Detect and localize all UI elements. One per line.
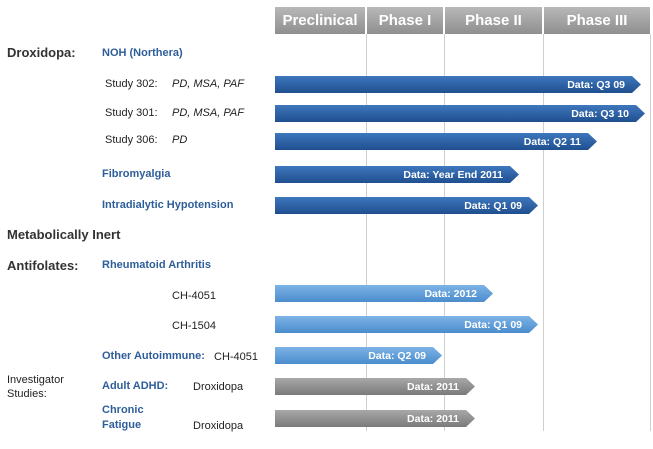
indication-other-autoimmune: Other Autoimmune: — [102, 350, 205, 362]
droxidopa-cf-label: Droxidopa — [193, 420, 244, 432]
bar-study-302: Data: Q3 09 — [275, 76, 641, 93]
indication-adult-adhd: Adult ADHD: — [102, 380, 169, 392]
category-investigator-line1: Investigator — [7, 374, 64, 386]
bar-ch-1504: Data: Q1 09 — [275, 316, 538, 333]
bar-chronic-fatigue: Data: 2011 — [275, 410, 475, 427]
ch-4051-other-label: CH-4051 — [214, 351, 259, 363]
bar-label: Data: Q3 10 — [571, 107, 629, 120]
phase-divider — [650, 34, 651, 431]
phase-header-phase-1: Phase I — [367, 7, 443, 34]
bar-label: Data: 2012 — [424, 287, 477, 300]
droxidopa-adhd-label: Droxidopa — [193, 381, 244, 393]
bar-ch-4051-other: Data: Q2 09 — [275, 347, 442, 364]
indication-fatigue: Fatigue — [102, 419, 142, 431]
phase-divider — [366, 34, 367, 431]
study-301-population: PD, MSA, PAF — [172, 107, 244, 119]
bar-adult-adhd: Data: 2011 — [275, 378, 475, 395]
study-306-population: PD — [172, 134, 188, 146]
bar-label: Data: Year End 2011 — [403, 168, 503, 181]
bar-label: Data: Q1 09 — [464, 318, 522, 331]
phase-header-preclinical: Preclinical — [275, 7, 365, 34]
bar-label: Data: Q1 09 — [464, 199, 522, 212]
bar-fibromyalgia: Data: Year End 2011 — [275, 166, 519, 183]
study-302-label: Study 302: — [105, 78, 158, 90]
phase-header-phase-3: Phase III — [544, 7, 650, 34]
indication-rheumatoid-arthritis: Rheumatoid Arthritis — [102, 259, 211, 271]
bar-label: Data: Q2 11 — [523, 135, 581, 148]
phase-header-phase-2: Phase II — [445, 7, 542, 34]
bar-ch-4051-ra: Data: 2012 — [275, 285, 493, 302]
phase-divider — [444, 34, 445, 431]
indication-chronic: Chronic — [102, 404, 144, 416]
indication-fibromyalgia: Fibromyalgia — [102, 168, 171, 180]
study-302-population: PD, MSA, PAF — [172, 78, 244, 90]
bar-study-301: Data: Q3 10 — [275, 105, 645, 122]
category-droxidopa: Droxidopa: — [7, 45, 76, 60]
bar-label: Data: Q3 09 — [567, 78, 625, 91]
category-antifolates: Antifolates: — [7, 258, 79, 273]
indication-intradialytic-hypotension: Intradialytic Hypotension — [102, 199, 234, 211]
bar-intradialytic-hypotension: Data: Q1 09 — [275, 197, 538, 214]
bar-study-306: Data: Q2 11 — [275, 133, 597, 150]
indication-noh: NOH (Northera) — [102, 47, 183, 59]
bar-label: Data: 2011 — [407, 412, 459, 425]
study-301-label: Study 301: — [105, 107, 158, 119]
ch-1504-label: CH-1504 — [172, 320, 217, 332]
category-investigator-line2: Studies: — [7, 388, 47, 400]
bar-label: Data: 2011 — [407, 380, 459, 393]
phase-divider — [543, 34, 544, 431]
category-metabolically-inert: Metabolically Inert — [7, 227, 121, 242]
ch-4051-label: CH-4051 — [172, 290, 217, 302]
bar-label: Data: Q2 09 — [368, 349, 426, 362]
study-306-label: Study 306: — [105, 134, 158, 146]
